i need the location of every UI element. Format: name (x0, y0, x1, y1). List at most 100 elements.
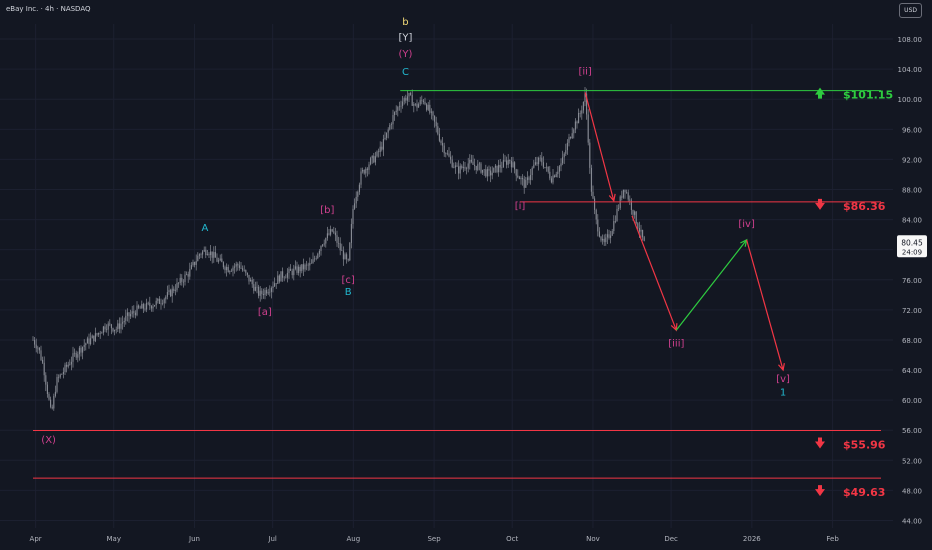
candle-body (70, 361, 72, 365)
candle-body (69, 364, 71, 365)
candle-body (181, 277, 183, 282)
candle-body (53, 396, 55, 409)
candle-body (112, 328, 114, 332)
price-axis[interactable]: 108.00 104.00 100.00 96.00 92.00 88.00 84.00 80… (897, 36, 927, 525)
price-tick-label: 108.00 (898, 36, 923, 44)
candle-body (397, 107, 399, 111)
candle-body (38, 347, 40, 351)
candle-body (571, 133, 573, 139)
candle-body (341, 250, 343, 251)
candle-body (552, 175, 554, 183)
price-candles (32, 86, 645, 411)
candle-body (158, 298, 160, 304)
candle-body (304, 264, 306, 270)
candle-body (456, 165, 458, 167)
candle-body (342, 250, 344, 260)
candle-body (370, 158, 372, 165)
candle-body (581, 110, 583, 114)
wave-label: A (201, 223, 208, 234)
candle-body (518, 177, 520, 180)
candle-body (144, 308, 146, 310)
candle-body (42, 359, 44, 363)
candle-body (266, 290, 268, 294)
candle-body (507, 159, 509, 165)
candle-body (187, 274, 189, 277)
candle-body (245, 270, 247, 273)
time-tick-label: Apr (30, 535, 42, 543)
candle-body (64, 364, 66, 373)
candle-body (99, 332, 101, 334)
candle-body (523, 179, 525, 188)
candle-body (483, 169, 485, 170)
candle-body (376, 151, 378, 157)
candle-body (496, 165, 498, 173)
candle-body (147, 302, 149, 304)
candle-body (477, 164, 479, 170)
candle-body (360, 171, 362, 185)
price-levels: $101.15 $86.36 $55.96 $49.63 (33, 87, 893, 499)
candle-body (480, 163, 482, 173)
candle-body (450, 156, 452, 160)
candle-body (322, 244, 324, 246)
candle-body (435, 121, 437, 127)
candle-body (178, 282, 180, 284)
candle-body (72, 353, 74, 362)
candle-body (312, 259, 314, 264)
candle-body (467, 163, 469, 169)
candle-body (573, 129, 575, 134)
currency-button[interactable]: USD (899, 3, 922, 18)
grid (0, 24, 893, 528)
candle-body (338, 242, 340, 244)
candle-body (198, 254, 200, 256)
time-tick-label: 2026 (743, 535, 761, 543)
wave-label: 1 (780, 388, 786, 399)
candle-body (210, 251, 212, 256)
candle-body (138, 305, 140, 308)
candle-body (54, 391, 56, 397)
candle-body (408, 92, 410, 97)
candle-body (85, 343, 87, 346)
candle-body (440, 140, 442, 144)
candle-body (130, 314, 132, 317)
candle-body (48, 393, 50, 400)
candle-body (306, 264, 308, 266)
candle-body (582, 101, 584, 111)
wave-label: [v] (776, 374, 790, 385)
candle-body (550, 178, 552, 183)
candle-body (544, 167, 546, 168)
candle-body (37, 347, 39, 349)
candle-body (358, 184, 360, 192)
price-tick-label: 44.00 (902, 517, 922, 525)
candle-body (128, 312, 130, 317)
candle-body (432, 111, 434, 116)
time-axis[interactable]: Apr May Jun Jul Aug Sep Oct Nov Dec 2026 Feb (30, 535, 840, 543)
candle-body (530, 174, 532, 180)
last-price-badge (897, 235, 927, 258)
candle-body (349, 242, 351, 261)
candle-body (531, 167, 533, 175)
candle-body (96, 333, 98, 335)
candle-body (491, 172, 493, 176)
candle-body (125, 315, 127, 321)
candle-body (35, 344, 37, 349)
candle-body (163, 299, 165, 304)
candle-body (526, 177, 528, 181)
candle-body (230, 270, 232, 272)
candle-body (510, 160, 512, 168)
candle-body (594, 198, 596, 210)
candle-body (454, 165, 456, 168)
time-tick-label: Jun (188, 535, 200, 543)
candle-body (307, 264, 309, 266)
candle-body (466, 168, 468, 170)
candle-body (227, 266, 229, 273)
candle-body (504, 160, 506, 161)
candle-body (197, 255, 199, 262)
candle-body (608, 234, 610, 238)
candle-body (325, 238, 327, 244)
candle-body (59, 374, 61, 378)
candle-body (282, 271, 284, 278)
candle-body (560, 163, 562, 167)
candle-body (269, 291, 271, 293)
candle-body (229, 271, 231, 273)
